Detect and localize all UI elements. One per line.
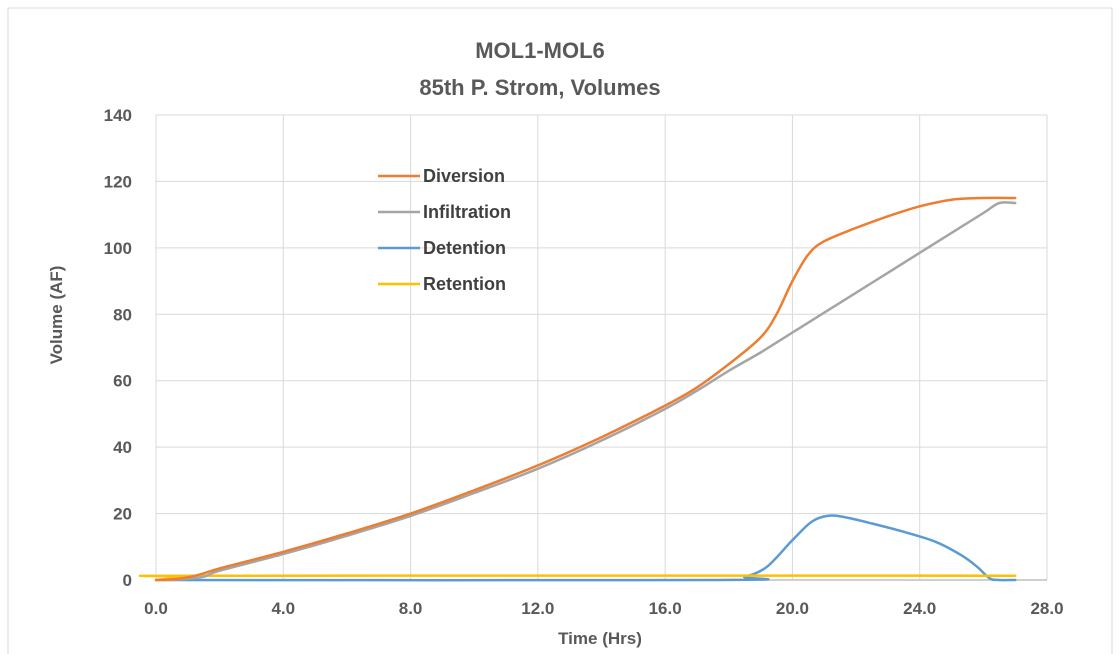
chart-subtitle: 85th P. Strom, Volumes — [419, 75, 660, 100]
y-tick-label: 140 — [104, 106, 132, 125]
x-axis-label: Time (Hrs) — [558, 629, 642, 648]
y-tick-label: 100 — [104, 239, 132, 258]
x-tick-label: 20.0 — [776, 599, 809, 618]
x-tick-label: 0.0 — [144, 599, 168, 618]
legend-label-detention: Detention — [423, 238, 506, 258]
y-tick-label: 120 — [104, 172, 132, 191]
y-tick-label: 40 — [113, 438, 132, 457]
chart-title: MOL1-MOL6 — [475, 38, 605, 63]
legend: Diversion Infiltration Detention Retention — [378, 166, 511, 294]
y-tick-label: 0 — [123, 571, 132, 590]
x-tick-label: 4.0 — [271, 599, 295, 618]
gridlines — [155, 114, 1048, 580]
y-axis-label: Volume (AF) — [47, 266, 66, 365]
chart-border — [7, 7, 1113, 654]
legend-label-infiltration: Infiltration — [423, 202, 511, 222]
series-line-diversion — [154, 196, 1017, 582]
series-line-detention — [154, 514, 1017, 582]
series-line-infiltration — [154, 201, 1017, 582]
legend-label-retention: Retention — [423, 274, 506, 294]
x-tick-label: 28.0 — [1030, 599, 1063, 618]
y-tick-label: 80 — [113, 305, 132, 324]
y-tick-labels: 0 20 40 60 80 100 120 140 — [104, 106, 132, 590]
x-tick-label: 8.0 — [399, 599, 423, 618]
y-tick-label: 20 — [113, 505, 132, 524]
y-tick-label: 60 — [113, 372, 132, 391]
x-tick-label: 16.0 — [649, 599, 682, 618]
x-tick-labels: 0.0 4.0 8.0 12.0 16.0 20.0 24.0 28.0 — [144, 599, 1063, 618]
legend-label-diversion: Diversion — [423, 166, 505, 186]
x-tick-label: 12.0 — [521, 599, 554, 618]
x-tick-label: 24.0 — [903, 599, 936, 618]
series-lines — [138, 196, 1017, 582]
